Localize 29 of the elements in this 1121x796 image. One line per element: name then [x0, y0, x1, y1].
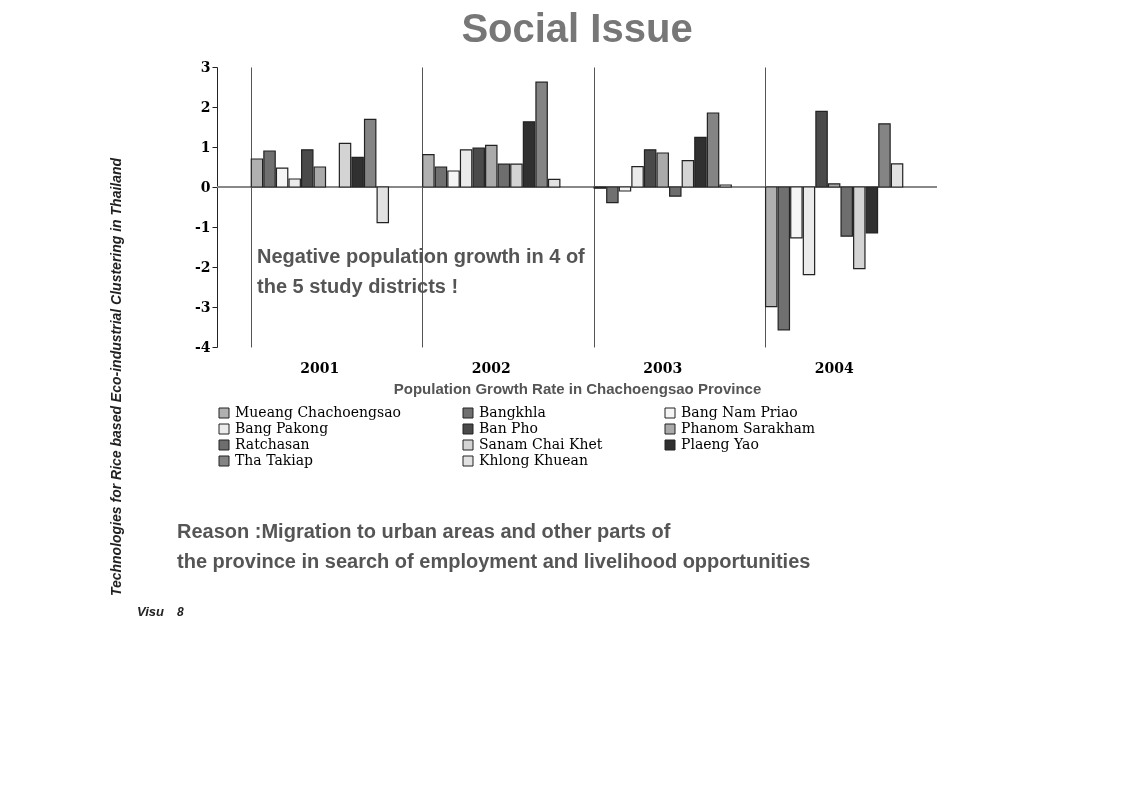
y-tick-label: 0: [200, 178, 211, 195]
y-tick-label: 3: [200, 58, 211, 75]
legend-label: Khlong Khuean: [479, 452, 588, 468]
y-tick-label: 2: [200, 98, 211, 115]
legend-label: Bangkhla: [479, 404, 546, 420]
x-tick-label: 2001: [300, 359, 340, 376]
y-tick-label: -1: [194, 218, 211, 235]
y-tick-label: 1: [200, 138, 211, 155]
x-tick-label: 2003: [643, 359, 683, 376]
y-tick-label: -3: [194, 298, 211, 315]
legend-label: Tha Takiap: [235, 452, 314, 468]
text: 8: [177, 605, 184, 619]
legend-label: Ban Pho: [479, 420, 538, 436]
legend-label: Mueang Chachoengsao: [235, 404, 401, 420]
legend-label: Phanom Sarakham: [681, 420, 816, 436]
text: Visu: [137, 604, 165, 619]
x-tick-label: 2002: [471, 359, 511, 376]
legend-label: Bang Nam Priao: [681, 404, 798, 420]
chart-title: Social Issue: [461, 6, 693, 50]
legend-label: Sanam Chai Khet: [479, 436, 603, 452]
text: Reason :Migration to urban areas and other parts of the province in search of employment and livelihood opportunities: [177, 520, 811, 572]
legend-label: Bang Pakong: [235, 420, 329, 436]
y-tick-label: -2: [194, 258, 211, 275]
text: Technologies for Rice based Eco-industrial Clustering in Thailand: [108, 157, 124, 597]
legend-label: Ratchasan: [235, 436, 310, 452]
x-axis-title: Population Growth Rate in Chachoengsao Province: [393, 379, 762, 397]
x-tick-label: 2004: [814, 359, 854, 376]
y-tick-label: -4: [194, 338, 211, 355]
legend-label: Plaeng Yao: [681, 436, 759, 452]
